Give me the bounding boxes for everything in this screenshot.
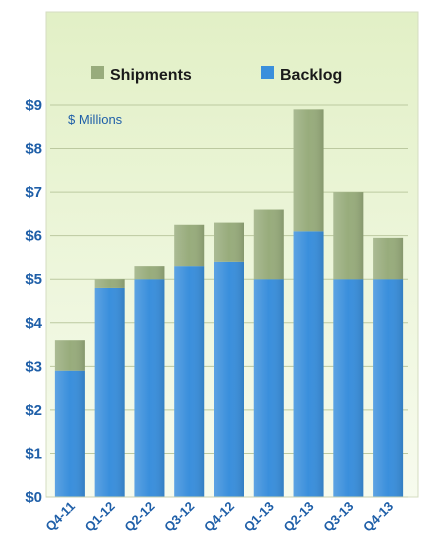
unit-label: $ Millions — [68, 112, 123, 127]
legend: Shipments Backlog — [91, 66, 342, 84]
bar-shade — [293, 109, 324, 232]
bar-shade — [94, 279, 125, 288]
y-tick-label: $8 — [25, 141, 42, 158]
x-tick-label: Q3-13 — [320, 499, 356, 535]
bar-shade — [253, 279, 284, 497]
bar-shade — [293, 231, 324, 498]
legend-swatch-backlog — [261, 66, 274, 79]
y-tick-label: $6 — [25, 228, 42, 245]
x-tick-label: Q3-12 — [161, 499, 197, 535]
bars — [54, 109, 404, 498]
x-tick-label: Q4-12 — [201, 499, 237, 535]
legend-swatch-shipments — [91, 66, 104, 79]
bar-shade — [333, 192, 364, 280]
bar-shade — [134, 266, 165, 280]
y-axis-ticks: $0 $1 $2 $3 $4 $5 $6 $7 $8 $9 — [25, 97, 42, 506]
bar-shade — [54, 370, 85, 497]
bar-shade — [333, 279, 364, 497]
x-tick-label: Q4-13 — [360, 499, 396, 535]
y-tick-label: $4 — [25, 315, 42, 332]
x-tick-label: Q1-12 — [82, 499, 118, 535]
y-tick-label: $2 — [25, 402, 42, 419]
y-tick-label: $9 — [25, 97, 42, 114]
legend-label-backlog: Backlog — [280, 67, 342, 84]
y-tick-label: $1 — [25, 445, 42, 462]
bar-shade — [373, 237, 404, 280]
y-tick-label: $3 — [25, 358, 42, 375]
y-tick-label: $5 — [25, 271, 42, 288]
legend-label-shipments: Shipments — [110, 67, 192, 84]
bar-shade — [214, 222, 244, 262]
bar-shade — [134, 279, 165, 497]
bar-shade — [174, 224, 205, 267]
bar-shade — [54, 340, 85, 371]
y-tick-label: $0 — [25, 489, 42, 506]
x-axis-ticks: Q4-11 Q1-12 Q2-12 Q3-12 Q4-12 Q1-13 Q2-13 Q3-13… — [42, 499, 396, 535]
x-tick-label: Q4-11 — [42, 499, 78, 535]
bar-shade — [214, 261, 244, 497]
x-tick-label: Q2-13 — [281, 499, 317, 535]
x-tick-label: Q2-12 — [121, 499, 157, 535]
bar-shade — [253, 209, 284, 280]
x-tick-label: Q1-13 — [241, 499, 277, 535]
y-tick-label: $7 — [25, 184, 42, 201]
bar-shade — [373, 279, 404, 497]
bar-shade — [94, 287, 125, 497]
bar-shade — [174, 266, 205, 497]
